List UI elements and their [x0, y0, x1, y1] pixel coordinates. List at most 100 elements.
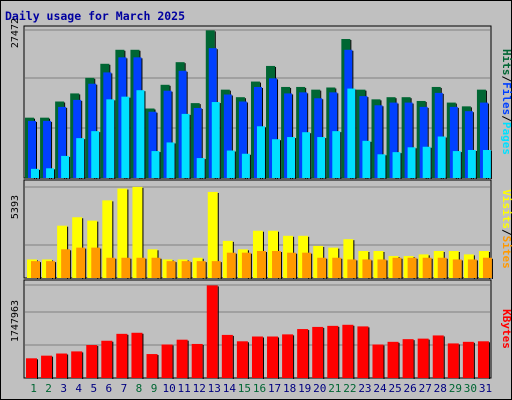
day-label-26: 26	[404, 382, 417, 395]
day-label-15: 15	[238, 382, 251, 395]
bar-visits-day-22	[343, 239, 354, 278]
bar-sites-day-2-shadow	[55, 262, 57, 279]
day-label-3: 3	[60, 382, 67, 395]
bar-sites-day-22-shadow	[356, 260, 358, 279]
legend-word: /	[500, 76, 512, 83]
bar-visits-day-7	[117, 188, 128, 278]
y-max-label-3: 1747963	[10, 300, 21, 342]
bar-files-day-27	[419, 106, 428, 178]
bar-sites-day-10-shadow	[175, 262, 177, 279]
bar-files-day-14-shadow	[231, 95, 233, 179]
day-label-9: 9	[151, 382, 158, 395]
bar-pages-day-9	[151, 151, 160, 178]
bar-files-day-25	[389, 102, 398, 178]
bar-sites-day-26	[407, 257, 417, 278]
bar-sites-day-8	[136, 257, 146, 278]
bar-sites-day-21-shadow	[341, 258, 343, 279]
bar-sites-day-9-shadow	[160, 258, 162, 279]
bar-pages-day-17-shadow	[280, 140, 282, 179]
bar-files-day-18	[284, 93, 293, 178]
bar-sites-day-4-shadow	[85, 248, 87, 279]
bar-pages-day-11	[181, 113, 190, 178]
bar-sites-day-13-shadow	[220, 262, 222, 279]
bar-kbytes-day-1	[26, 358, 37, 378]
bar-kbytes-day-6	[101, 340, 113, 378]
bar-sites-day-6	[106, 257, 116, 278]
bar-sites-day-16	[256, 251, 266, 278]
bar-files-day-10-shadow	[171, 91, 173, 179]
bar-sites-day-28-shadow	[446, 258, 448, 279]
bar-files-day-1-shadow	[36, 121, 37, 179]
bar-sites-day-3	[61, 249, 71, 278]
bar-kbytes-day-26-shadow	[413, 340, 415, 379]
bar-sites-day-18	[287, 252, 297, 278]
bar-files-day-30-shadow	[472, 112, 474, 179]
bar-sites-day-9	[151, 257, 161, 278]
bar-pages-day-9-shadow	[159, 152, 161, 179]
bar-pages-day-29-shadow	[460, 152, 462, 179]
bar-files-day-12-shadow	[201, 108, 203, 179]
bar-pages-day-30	[467, 149, 476, 178]
bar-kbytes-day-26	[402, 339, 414, 378]
bar-files-day-29	[449, 106, 458, 178]
bar-kbytes-day-5	[86, 345, 98, 378]
day-label-1: 1	[30, 382, 37, 395]
day-label-19: 19	[298, 382, 311, 395]
bar-kbytes-day-14-shadow	[232, 335, 234, 379]
bar-sites-day-5-shadow	[100, 248, 102, 279]
bar-kbytes-day-24	[372, 344, 384, 378]
bar-pages-day-27-shadow	[430, 147, 432, 179]
bar-kbytes-day-7	[116, 333, 128, 378]
bar-sites-day-13	[211, 261, 221, 278]
bar-files-day-2-shadow	[51, 121, 53, 179]
bar-kbytes-day-2-shadow	[52, 356, 54, 379]
bar-sites-day-6-shadow	[115, 258, 117, 279]
day-label-14: 14	[223, 382, 237, 395]
bar-sites-day-30	[467, 259, 477, 278]
day-label-7: 7	[121, 382, 128, 395]
bar-kbytes-day-16-shadow	[262, 337, 264, 379]
bar-kbytes-day-2	[41, 355, 53, 378]
bar-kbytes-day-27-shadow	[428, 339, 430, 379]
bar-pages-day-12-shadow	[204, 159, 206, 179]
bar-pages-day-26-shadow	[415, 148, 417, 179]
bar-pages-day-21-shadow	[340, 132, 342, 179]
bar-sites-day-7-shadow	[130, 258, 132, 279]
bar-sites-day-18-shadow	[296, 253, 298, 279]
day-label-5: 5	[90, 382, 97, 395]
bar-kbytes-day-7-shadow	[127, 334, 129, 379]
bar-kbytes-day-13-shadow	[217, 286, 219, 379]
bar-kbytes-day-30-shadow	[473, 342, 475, 379]
bar-sites-day-31-shadow	[491, 258, 493, 279]
bar-files-day-26	[404, 102, 413, 178]
bar-kbytes-day-12	[191, 343, 203, 378]
bar-pages-day-24-shadow	[385, 155, 387, 179]
bar-pages-day-12	[196, 158, 205, 178]
bar-pages-day-23-shadow	[370, 141, 372, 179]
bar-kbytes-day-15	[236, 341, 248, 378]
bar-pages-day-30-shadow	[475, 150, 477, 179]
bar-kbytes-day-12-shadow	[202, 344, 204, 379]
bar-sites-day-12-shadow	[205, 262, 207, 279]
bar-files-day-25-shadow	[397, 103, 399, 179]
day-label-10: 10	[162, 382, 175, 395]
bar-pages-day-6-shadow	[114, 100, 116, 179]
bar-visits-day-7-shadow	[127, 189, 129, 279]
bar-sites-day-28	[437, 257, 447, 278]
bar-kbytes-day-23	[357, 326, 369, 378]
bar-files-day-15	[238, 101, 247, 178]
bar-files-day-2	[43, 120, 52, 178]
bar-files-day-9	[148, 111, 157, 178]
bar-kbytes-day-13	[206, 285, 218, 378]
bar-kbytes-day-29	[447, 343, 459, 378]
bar-kbytes-day-25-shadow	[398, 342, 400, 379]
bar-kbytes-day-27	[417, 338, 429, 378]
bar-sites-day-23	[362, 259, 372, 278]
bar-kbytes-day-19	[297, 329, 309, 378]
legend-word: /	[500, 229, 512, 236]
bar-sites-day-29	[452, 259, 462, 278]
bar-pages-day-7-shadow	[129, 97, 131, 179]
bar-kbytes-day-4	[71, 351, 83, 378]
bar-pages-day-3	[61, 155, 70, 178]
day-label-25: 25	[388, 382, 401, 395]
